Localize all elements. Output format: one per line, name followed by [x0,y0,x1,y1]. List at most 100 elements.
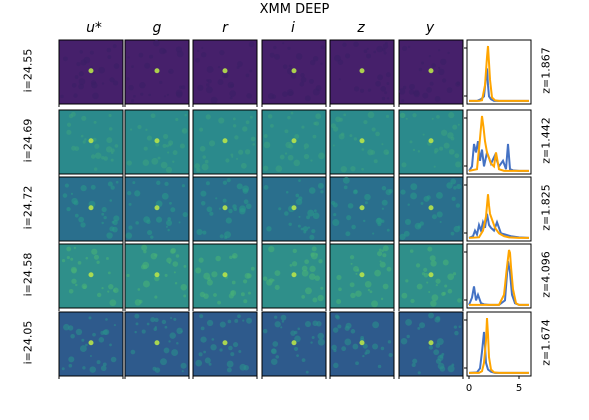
source-blob [428,340,434,346]
cutout-noise [149,54,154,59]
cutout-noise [417,326,421,330]
cutout-noise [206,65,214,73]
cutout-noise [161,319,167,325]
cutout-noise [194,163,200,169]
cutout-noise [228,345,233,351]
band-label-g: g [152,20,162,36]
cutout-noise [434,147,439,153]
cutout-noise [385,114,390,119]
cutout-noise [262,328,268,334]
cutout-noise [409,140,413,144]
cutout-noise [386,228,390,232]
pdf-line-specz [469,45,529,102]
cutout-noise [453,325,458,329]
cutout-noise [219,321,226,328]
cutout-noise [96,260,100,264]
cutout-noise [268,278,274,283]
cutout-noise [105,318,108,321]
cutout-noise [151,157,159,165]
cutout-noise [342,176,350,184]
cutout-noise [226,178,231,183]
cutout-noise [297,327,301,331]
cutout-noise [450,136,455,141]
cutout-noise [367,288,371,292]
cutout-noise [130,99,135,103]
cutout-noise [410,192,418,200]
cutout-noise [428,345,434,350]
cutout-noise [236,157,239,160]
cutout-noise [302,226,309,232]
cutout-noise [310,252,318,260]
cutout-noise [268,245,275,253]
cutout-noise [421,272,426,276]
cutout-noise [75,328,83,336]
cutout-noise [317,332,325,340]
cutout-noise [175,117,179,122]
cutout-noise [93,167,98,171]
cutout-noise [375,131,380,137]
cutout-noise [128,84,134,91]
figure-title: XMM DEEP [259,2,330,17]
cutout-noise [160,161,168,169]
cutout-noise [304,147,307,150]
cutout-noise [113,323,116,327]
cutout-noise [106,137,113,144]
cutout-noise [279,154,285,160]
cutout-noise [89,366,96,373]
cutout-noise [245,203,252,210]
cutout-noise [232,253,238,259]
cutout-noise [245,120,250,125]
cutout-noise [229,96,233,100]
cutout-noise [82,366,86,370]
cutout-noise [309,265,316,272]
cutout-noise [180,362,187,369]
cutout-noise [127,56,130,59]
cutout-noise [110,148,115,153]
source-blob [359,205,365,211]
cutout-noise [429,255,436,262]
cutout-noise [376,45,383,53]
cutout-noise [364,201,368,205]
cutout-noise [66,122,72,127]
cutout-noise [155,216,163,223]
cutout-noise [182,211,188,218]
cutout-noise [195,267,202,274]
cutout-noise [332,144,335,147]
cutout-noise [382,253,387,258]
cutout-noise [90,184,96,190]
cutout-noise [153,327,158,331]
cutout-noise [385,72,391,78]
cutout-image [124,176,190,242]
cutout-noise [108,127,113,131]
cutout-noise [234,319,239,323]
source-blob [222,272,228,278]
cutout-noise [304,287,312,295]
cutout-noise [89,50,94,55]
cutout-noise [399,233,406,240]
cutout-noise [79,50,84,54]
cutout-noise [353,41,359,47]
cutout-noise [101,82,105,85]
cutout-noise [208,362,212,366]
cutout-noise [222,198,227,203]
cutout-noise [293,346,299,352]
cutout-noise [173,317,177,321]
cutout-noise [411,363,416,368]
band-label-z: z [357,20,365,36]
cutout-noise [242,319,245,322]
band-label-i: i [291,20,295,36]
cutout-noise [90,65,93,69]
cutout-noise [331,344,337,351]
cutout-noise [71,145,77,151]
cutout-noise [128,225,133,230]
cutout-noise [438,68,445,76]
cutout-noise [67,325,74,331]
cutout-noise [129,128,133,131]
pdf-line-specz [468,194,529,239]
cutout-noise [263,141,271,149]
cutout-noise [183,294,187,298]
cutout-noise [94,143,100,149]
cutout-noise [340,165,347,173]
cutout-noise [106,232,113,239]
cutout-noise [455,161,462,168]
